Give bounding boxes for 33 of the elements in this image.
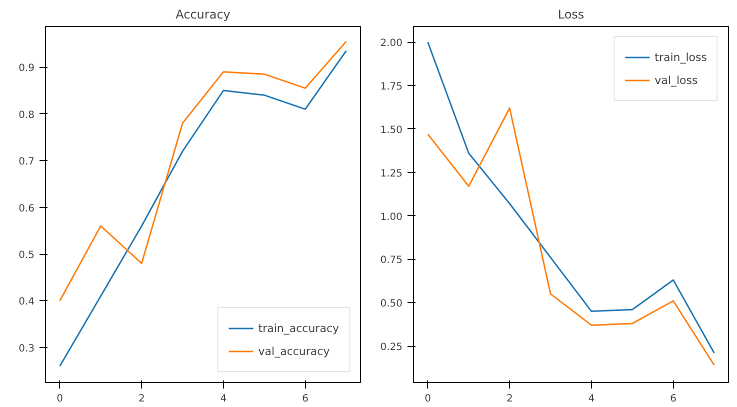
chart-title: Accuracy (176, 8, 230, 22)
y-tick-label: 0.6 (18, 203, 35, 214)
x-tick-label: 4 (588, 394, 595, 404)
legend-label: val_loss (654, 74, 698, 86)
y-tick-label: 1.50 (380, 124, 402, 136)
line-series (59, 50, 347, 367)
legend-label: train_accuracy (258, 322, 339, 334)
line-series (427, 41, 715, 354)
x-tick-label: 4 (220, 394, 227, 404)
y-tick-label: 0.8 (18, 110, 35, 121)
y-tick-label: 2.00 (380, 38, 402, 50)
x-tick-label: 2 (138, 394, 145, 404)
y-tick-label: 1.00 (380, 212, 402, 223)
x-tick-label: 0 (56, 394, 64, 404)
x-tick-label: 6 (302, 394, 308, 404)
y-tick-label: 1.25 (380, 168, 402, 180)
y-tick-label: 0.3 (18, 343, 35, 354)
y-tick-label: 0.75 (380, 255, 402, 266)
legend-label: train_loss (654, 50, 707, 64)
x-tick-label: 2 (506, 394, 513, 404)
y-tick-label: 0.9 (18, 63, 35, 74)
y-tick-label: 0.5 (18, 250, 35, 262)
x-tick-label: 0 (424, 394, 432, 404)
legend-label: val_accuracy (258, 344, 330, 358)
chart-title: Loss (558, 8, 584, 22)
y-tick-label: 0.50 (380, 298, 402, 310)
y-tick-label: 1.75 (380, 82, 402, 93)
y-tick-label: 0.7 (18, 156, 35, 168)
line-series (59, 40, 347, 302)
y-tick-label: 0.25 (380, 342, 402, 354)
line-series (427, 107, 715, 366)
y-tick-label: 0.4 (18, 296, 35, 308)
x-tick-label: 6 (670, 394, 676, 404)
